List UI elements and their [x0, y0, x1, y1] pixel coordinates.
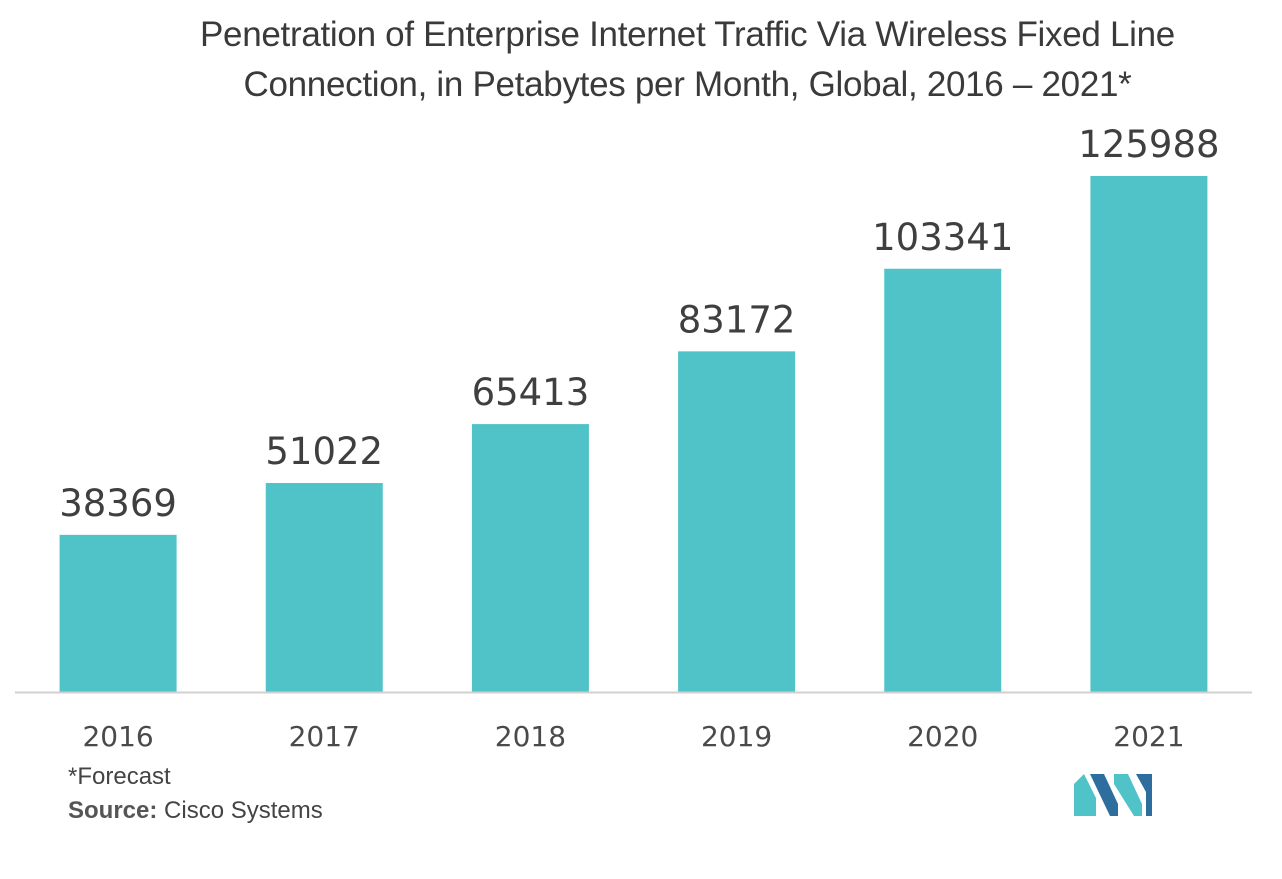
value-label-2019: 83172: [678, 298, 796, 341]
chart-title: Penetration of Enterprise Internet Traff…: [200, 15, 1175, 104]
x-tick-label-2017: 2017: [289, 720, 360, 753]
value-labels-group: 38369 51022 65413 83172 103341 125988: [59, 123, 1219, 525]
x-tick-label-2016: 2016: [82, 720, 153, 753]
value-label-2016: 38369: [59, 482, 177, 525]
source-line: Source: Cisco Systems: [68, 796, 323, 826]
source-text: Cisco Systems: [164, 797, 323, 824]
x-tick-label-2021: 2021: [1113, 720, 1184, 753]
x-tick-labels-group: 2016 2017 2018 2019 2020 2021: [82, 720, 1184, 753]
bar-2020: [884, 268, 1002, 692]
value-label-2021: 125988: [1078, 123, 1219, 166]
bar-2021: [1090, 176, 1208, 692]
bar-2018: [471, 424, 589, 692]
bar-2017: [265, 483, 383, 692]
bar-2016: [59, 534, 177, 692]
x-tick-label-2018: 2018: [495, 720, 566, 753]
x-tick-label-2020: 2020: [907, 720, 978, 753]
forecast-footnote: *Forecast: [68, 763, 171, 790]
x-tick-label-2019: 2019: [701, 720, 772, 753]
bars-group: [59, 176, 1208, 692]
bar-2019: [678, 351, 796, 692]
value-label-2020: 103341: [872, 216, 1013, 259]
value-label-2018: 65413: [472, 371, 590, 414]
value-label-2017: 51022: [265, 430, 383, 473]
mordor-intelligence-logo-icon: [1074, 774, 1152, 816]
source-label: Source:: [68, 797, 158, 824]
